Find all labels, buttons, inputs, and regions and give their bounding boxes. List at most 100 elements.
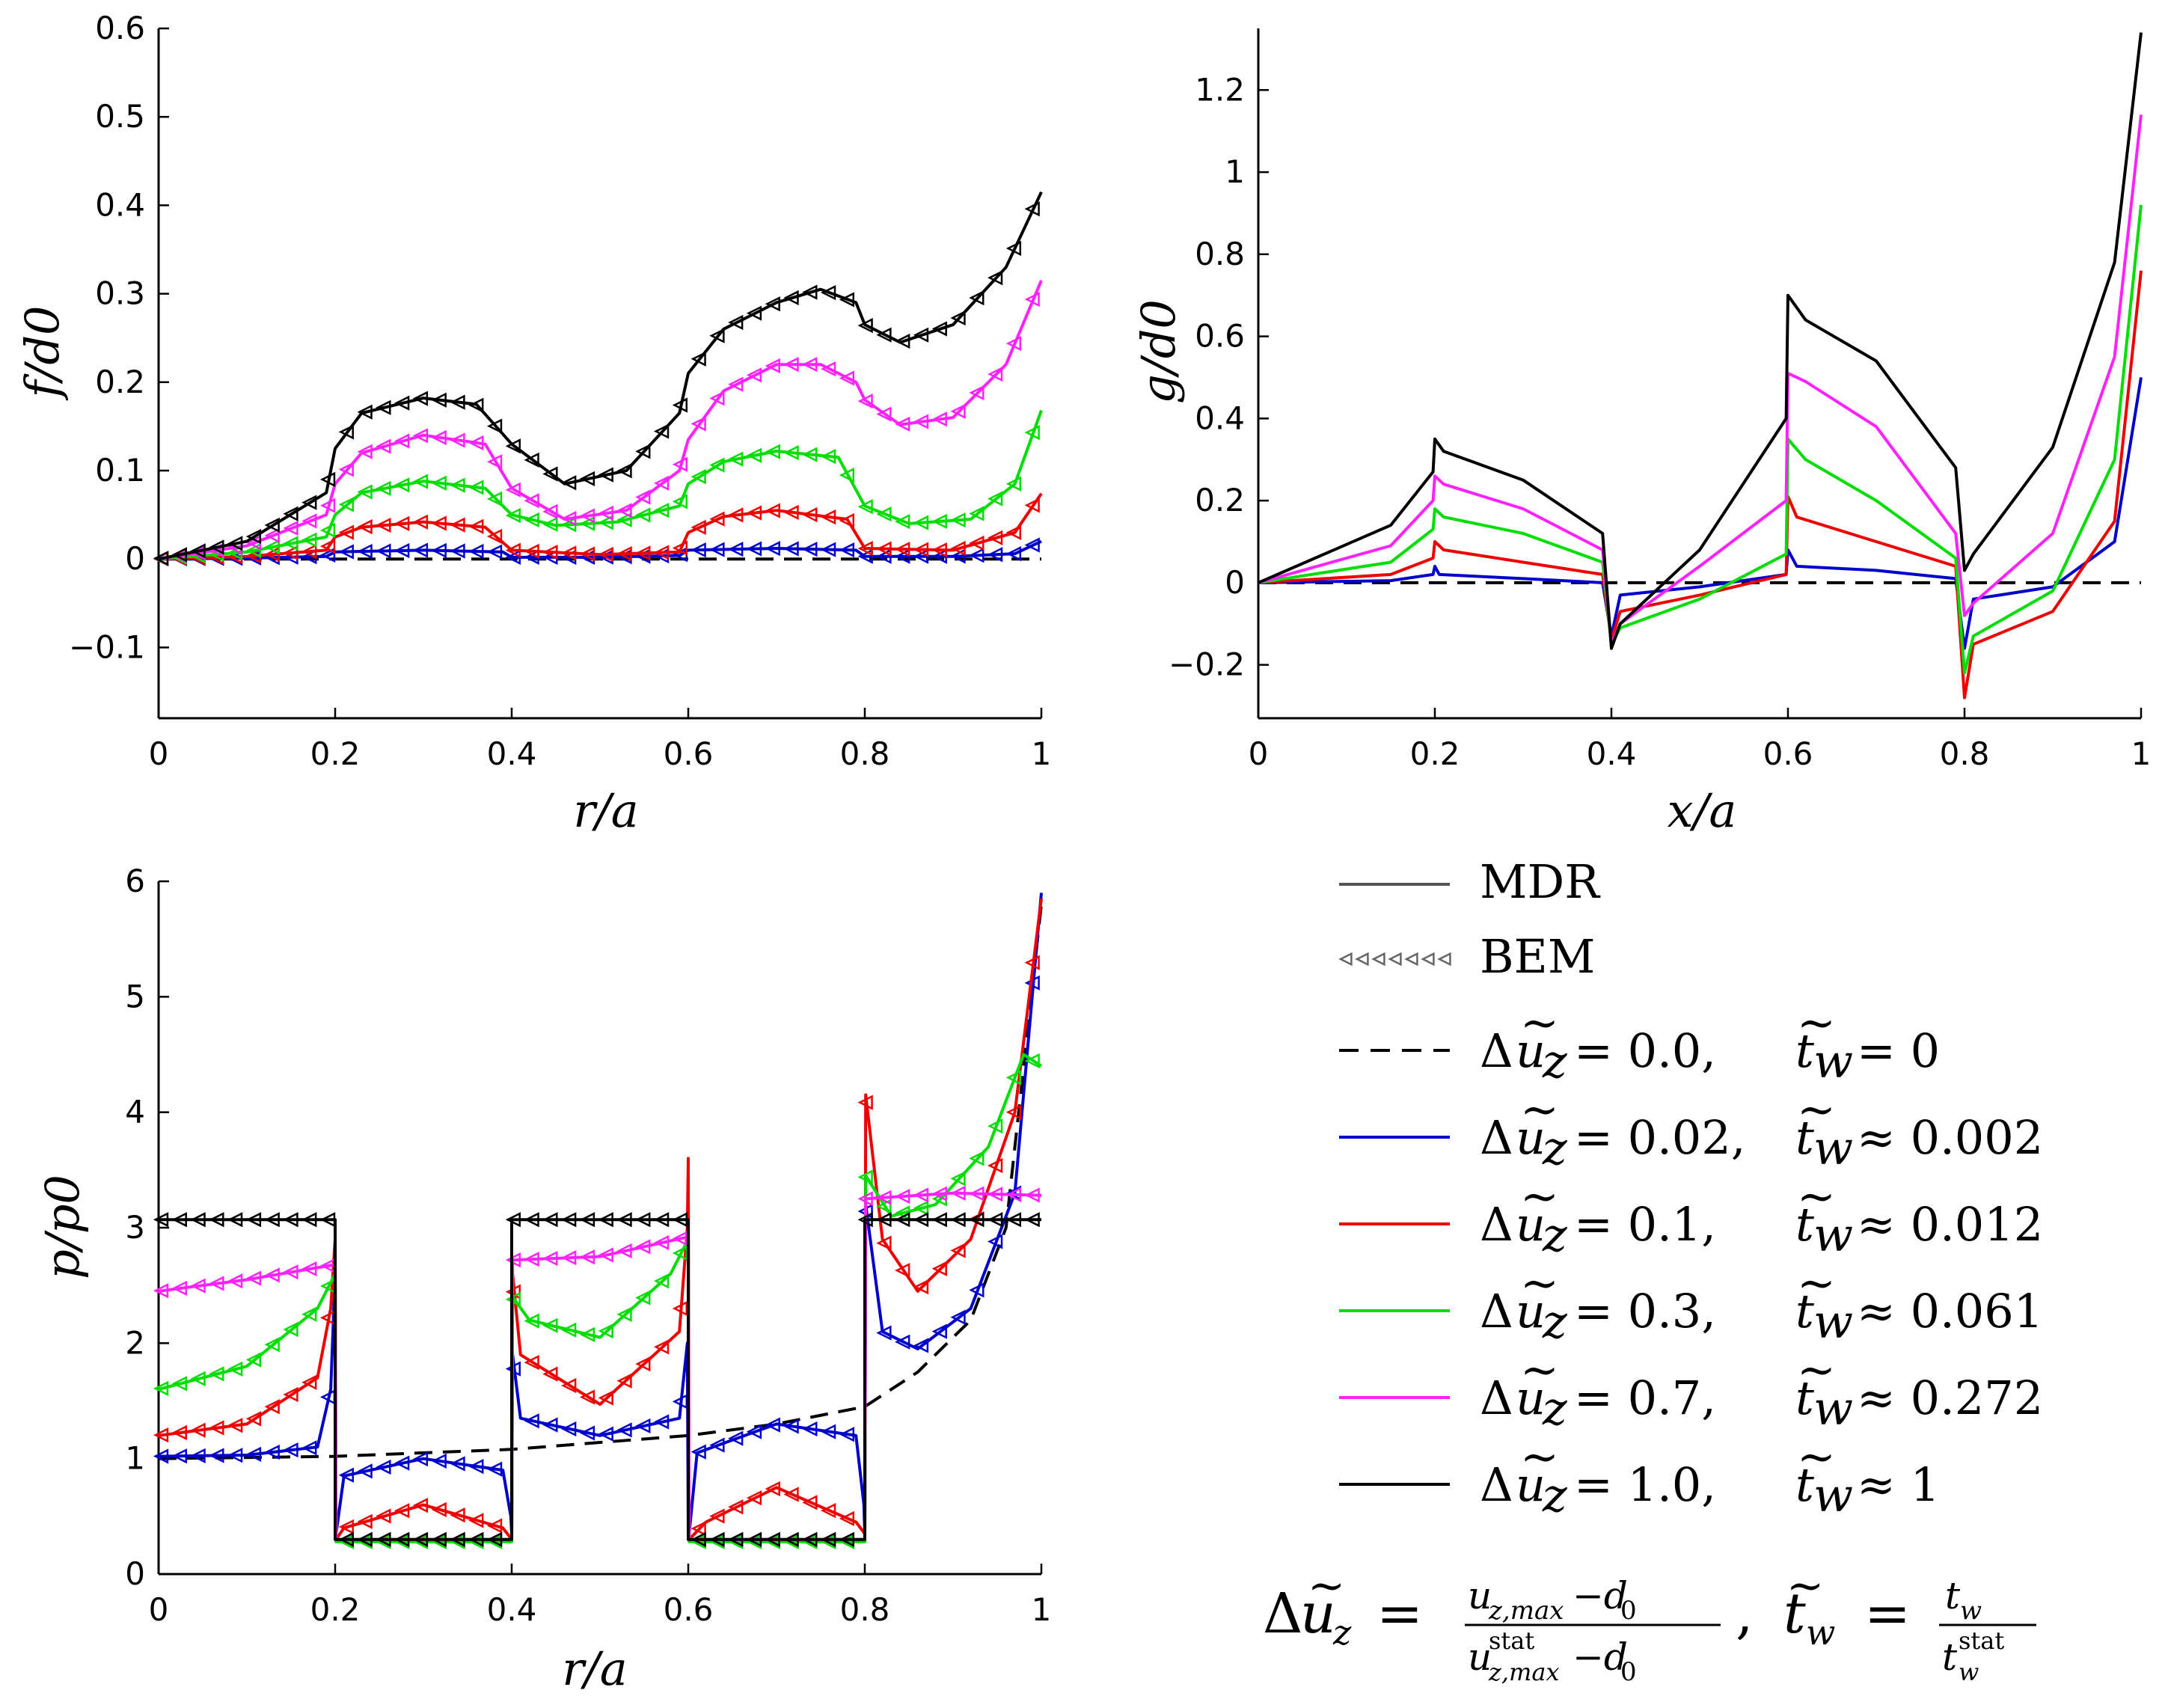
- bem-marker: [802, 1495, 818, 1510]
- bem-marker: [171, 1448, 187, 1464]
- bem-marker: [598, 1247, 613, 1263]
- bem-marker: [579, 1249, 595, 1265]
- bem-marker: [245, 1212, 262, 1228]
- bem-marker: [412, 542, 429, 558]
- bem-marker: [1005, 1212, 1022, 1228]
- bem-marker: [357, 543, 373, 560]
- svg-text:stat: stat: [1959, 1626, 2004, 1655]
- svg-text:Δ: Δ: [1480, 1457, 1513, 1512]
- y-tick-label: 6: [125, 863, 145, 899]
- y-tick-label: 0.8: [1195, 236, 1245, 272]
- bem-marker: [486, 544, 503, 560]
- y-tick-label: 1: [125, 1440, 145, 1477]
- legend-tw-value: ≈ 0.272: [1857, 1371, 2043, 1425]
- bem-marker: [486, 454, 503, 470]
- bem-marker: [802, 541, 818, 557]
- bem-marker: [338, 524, 354, 540]
- bem-marker: [746, 1424, 762, 1439]
- bem-marker: [283, 1212, 298, 1228]
- bem-marker: [857, 318, 873, 334]
- bem-marker: [895, 548, 910, 564]
- svg-text:u: u: [1468, 1635, 1492, 1679]
- bem-marker: [357, 1463, 373, 1479]
- bem-marker: [524, 452, 539, 468]
- bem-marker: [821, 1531, 836, 1547]
- bem-marker: [450, 517, 465, 533]
- bem-marker: [987, 530, 1003, 545]
- bem-marker: [969, 1282, 984, 1298]
- svg-text:z: z: [1542, 1034, 1567, 1089]
- bem-marker: [561, 1377, 577, 1394]
- bem-marker: [839, 468, 855, 483]
- bem-marker: [1024, 498, 1040, 513]
- bem-marker: [598, 546, 613, 563]
- bem-marker: [579, 1326, 595, 1342]
- bem-marker: [876, 541, 892, 557]
- bem-marker: [969, 535, 984, 551]
- bem-marker: [264, 539, 280, 555]
- legend-bem-swatch: [1338, 952, 1451, 967]
- x-tick-label: 0.2: [310, 1591, 361, 1628]
- bem-marker: [431, 515, 447, 531]
- bem-marker: [579, 546, 595, 562]
- bem-marker: [802, 357, 818, 373]
- bem-marker: [450, 477, 465, 493]
- bem-marker: [895, 1334, 910, 1350]
- bem-marker: [931, 1212, 947, 1228]
- bem-marker: [1024, 1187, 1040, 1203]
- bem-marker: [431, 1531, 447, 1547]
- bem-marker: [190, 1422, 206, 1438]
- svg-text:~: ~: [1797, 1169, 1836, 1223]
- svg-text:−d: −d: [1573, 1574, 1628, 1617]
- bem-marker: [783, 1487, 799, 1502]
- bem-marker: [190, 1278, 206, 1294]
- svg-text:~: ~: [1520, 995, 1559, 1050]
- svg-text:z,max: z,max: [1488, 1658, 1560, 1686]
- bem-marker: [653, 423, 670, 439]
- legend-du-value: = 1.0,: [1574, 1457, 1716, 1512]
- bem-marker: [524, 1252, 539, 1267]
- bem-marker: [301, 1374, 317, 1390]
- svg-text:z: z: [1542, 1381, 1567, 1436]
- bem-marker: [579, 1212, 595, 1228]
- bem-marker: [746, 447, 762, 463]
- bem-marker: [319, 471, 336, 487]
- bem-marker: [394, 515, 410, 532]
- bem-marker: [913, 414, 929, 429]
- y-tick-label: 0.6: [95, 10, 145, 46]
- bem-marker: [579, 508, 595, 524]
- bem-marker: [728, 314, 744, 331]
- bem-marker: [376, 438, 391, 454]
- bem-marker: [357, 519, 373, 535]
- bem-marker: [524, 543, 539, 559]
- bem-marker: [394, 477, 410, 493]
- bem-marker: [450, 1531, 465, 1547]
- bem-marker: [357, 1531, 373, 1547]
- x-tick-label: 1: [1032, 735, 1052, 772]
- bem-marker: [653, 1339, 670, 1355]
- bem-marker: [505, 1212, 521, 1228]
- svg-text:~: ~: [1786, 1560, 1824, 1612]
- bem-marker: [357, 1513, 373, 1529]
- bem-marker: [821, 1424, 836, 1439]
- bem-marker: [301, 1306, 317, 1322]
- bem-marker: [431, 1453, 447, 1469]
- bem-marker: [969, 1186, 984, 1202]
- formula-comma: ,: [1736, 1582, 1754, 1646]
- svg-text:t: t: [1795, 1371, 1814, 1425]
- bem-marker: [524, 1313, 539, 1329]
- svg-text:z,max: z,max: [1488, 1596, 1564, 1626]
- x-tick-label: 0: [149, 1591, 169, 1628]
- bem-marker: [412, 474, 429, 489]
- bem-marker: [635, 1290, 651, 1306]
- bem-marker: [728, 376, 744, 392]
- bem-marker: [616, 1373, 632, 1389]
- bem-marker: [486, 528, 503, 545]
- svg-text:~: ~: [1520, 1082, 1559, 1136]
- bem-marker: [376, 517, 391, 533]
- bem-marker: [857, 1095, 873, 1110]
- bem-marker: [264, 1399, 280, 1415]
- bem-marker: [283, 1386, 298, 1403]
